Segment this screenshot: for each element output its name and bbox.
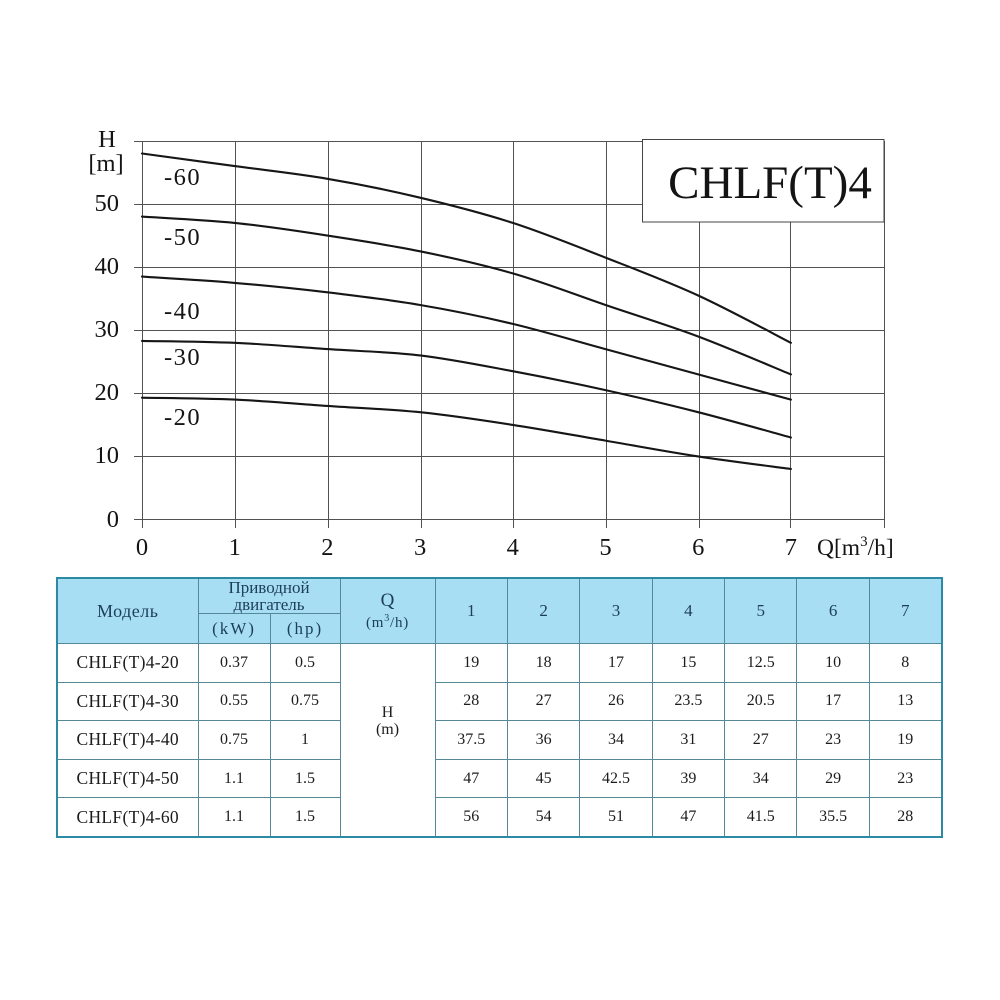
svg-text:CHLF(T)4: CHLF(T)4 <box>668 157 872 209</box>
svg-text:4: 4 <box>507 534 519 561</box>
svg-text:6: 6 <box>692 534 704 561</box>
svg-text:-20: -20 <box>164 404 201 431</box>
svg-text:-50: -50 <box>164 224 201 251</box>
svg-text:10: 10 <box>95 442 120 469</box>
svg-text:50: 50 <box>95 190 120 217</box>
svg-text:7: 7 <box>785 534 797 561</box>
svg-text:0: 0 <box>136 534 148 561</box>
svg-text:3: 3 <box>414 534 426 561</box>
svg-text:20: 20 <box>95 379 120 406</box>
svg-text:1: 1 <box>229 534 241 561</box>
svg-text:0: 0 <box>107 506 119 533</box>
svg-text:-60: -60 <box>164 164 201 191</box>
svg-text:2: 2 <box>321 534 333 561</box>
svg-text:Q[m3/h]: Q[m3/h] <box>817 534 894 561</box>
svg-text:30: 30 <box>95 316 120 343</box>
svg-text:[m]: [m] <box>88 150 123 177</box>
svg-text:H: H <box>98 126 116 153</box>
svg-text:-30: -30 <box>164 344 201 371</box>
svg-text:40: 40 <box>95 253 120 280</box>
svg-text:-40: -40 <box>164 298 201 325</box>
svg-text:5: 5 <box>599 534 611 561</box>
